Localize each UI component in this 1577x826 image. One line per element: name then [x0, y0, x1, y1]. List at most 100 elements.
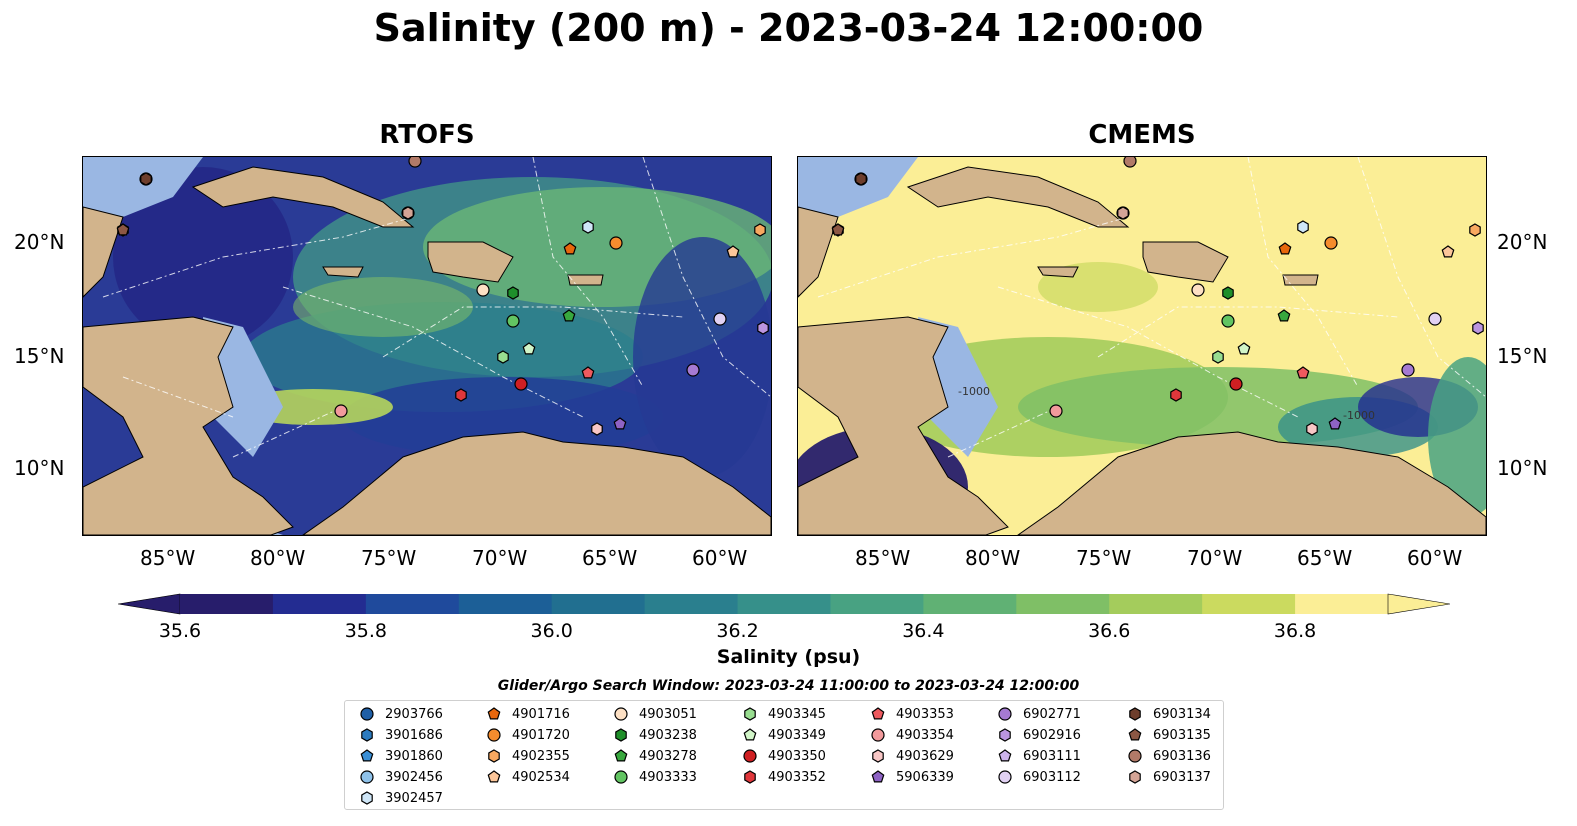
legend-item-label: 6903134 [1153, 706, 1211, 722]
legend-item-label: 4903238 [639, 727, 697, 743]
legend-item: 4903353 [870, 704, 954, 724]
pentagon-marker-icon [871, 707, 885, 720]
float-marker [613, 417, 627, 430]
legend-marker [614, 707, 628, 721]
pentagon-marker-icon [743, 728, 757, 741]
legend-item: 5906339 [870, 767, 954, 787]
colorbar-label: Salinity (psu) [716, 646, 861, 668]
hexagon-marker-icon [1129, 770, 1141, 784]
legend-item: 4903345 [742, 704, 826, 724]
legend-item: 4903350 [742, 746, 826, 766]
legend-marker [1128, 728, 1142, 741]
colorbar-tick-label: 36.2 [716, 620, 759, 642]
circle-marker-icon [998, 707, 1012, 721]
legend-marker [998, 749, 1012, 762]
lon-tick-label-2: 75°W [361, 546, 417, 570]
legend-item: 4903278 [613, 746, 697, 766]
colorbar-segment [644, 594, 739, 614]
legend-item: 6903134 [1127, 704, 1211, 724]
float-marker [514, 377, 528, 391]
land-jamaica [1037, 266, 1079, 278]
lon-tick-label-3: 70°W [1187, 546, 1243, 570]
legend-item-label: 4903354 [896, 727, 954, 743]
map-cmems: -1000 -1000 [797, 156, 1487, 536]
legend-item-label: 6902916 [1023, 727, 1081, 743]
legend-marker [361, 728, 373, 742]
legend-marker [1129, 770, 1141, 784]
colorbar-segment [830, 594, 924, 614]
salinity-patch [343, 377, 663, 457]
land-central-america [798, 316, 1009, 535]
float-marker [507, 286, 519, 300]
legend-item-label: 4903353 [896, 706, 954, 722]
circle-marker-icon [360, 707, 374, 721]
colorbar-segment [737, 594, 831, 614]
float-marker [1277, 309, 1291, 322]
hexagon-marker-icon [872, 749, 884, 763]
float-marker [609, 236, 623, 250]
circle-marker-icon [360, 770, 374, 784]
legend-marker [360, 770, 374, 784]
float-marker [334, 404, 348, 418]
colorbar-tick-label: 36.0 [530, 620, 573, 642]
legend-item: 4903629 [870, 746, 954, 766]
legend-item: 4901720 [486, 725, 570, 745]
float-marker [116, 223, 130, 236]
legend-item: 2903766 [359, 704, 443, 724]
legend-item: 6903112 [997, 767, 1081, 787]
land-cuba [191, 166, 415, 228]
land-central-america [83, 316, 294, 535]
colorbar-extend-max [1387, 593, 1451, 615]
contour-label: -1000 [1343, 409, 1375, 422]
legend-item-label: 6903111 [1023, 748, 1081, 764]
land-hispaniola [1142, 241, 1229, 283]
legend-item-label: 4902355 [512, 748, 570, 764]
hexagon-marker-icon [999, 728, 1011, 742]
legend-item-label: 4903333 [639, 769, 697, 785]
hexagon-marker-icon [488, 749, 500, 763]
legend-item-label: 2903766 [385, 706, 443, 722]
circle-marker-icon [614, 707, 628, 721]
colorbar-segment [458, 594, 553, 614]
legend-marker [999, 728, 1011, 742]
legend-item-label: 4903345 [768, 706, 826, 722]
land-south-america [302, 431, 771, 535]
lat-tick-label-2: 10°N [1497, 456, 1548, 480]
legend-item: 6903111 [997, 746, 1081, 766]
legend-marker [871, 728, 885, 742]
colorbar-canvas [117, 593, 1451, 615]
colorbar-tick-label: 36.6 [1088, 620, 1131, 642]
circle-marker-icon [871, 728, 885, 742]
legend-item-label: 4902534 [512, 769, 570, 785]
legend-marker [487, 728, 501, 742]
float-marker [455, 388, 467, 402]
float-marker [582, 220, 594, 234]
legend-item: 3901686 [359, 725, 443, 745]
pentagon-marker-icon [1128, 728, 1142, 741]
lon-tick-label-5: 60°W [692, 546, 748, 570]
float-marker [591, 422, 603, 436]
lon-tick-label-1: 80°W [965, 546, 1021, 570]
legend-marker [871, 707, 885, 720]
colorbar-tick-label: 35.8 [344, 620, 387, 642]
lon-tick-label-5: 60°W [1407, 546, 1463, 570]
float-marker [1212, 350, 1224, 364]
legend-item: 4903354 [870, 725, 954, 745]
float-marker [562, 309, 576, 322]
float-marker [1296, 366, 1310, 379]
lat-tick-label-0: 20°N [14, 230, 65, 254]
legend-item-label: 3901686 [385, 727, 443, 743]
pentagon-marker-icon [614, 749, 628, 762]
legend-item: 6903137 [1127, 767, 1211, 787]
land-puerto-rico [1282, 274, 1319, 286]
colorbar-segment [180, 594, 274, 614]
legend-item: 6903136 [1127, 746, 1211, 766]
float-marker [1170, 388, 1182, 402]
lon-tick-label-0: 85°W [140, 546, 196, 570]
legend-item-label: 4903350 [768, 748, 826, 764]
legend-item-label: 6903135 [1153, 727, 1211, 743]
lon-tick-label-1: 80°W [250, 546, 306, 570]
legend-item: 4901716 [486, 704, 570, 724]
float-marker [1328, 417, 1342, 430]
legend-item-label: 3902457 [385, 790, 443, 806]
